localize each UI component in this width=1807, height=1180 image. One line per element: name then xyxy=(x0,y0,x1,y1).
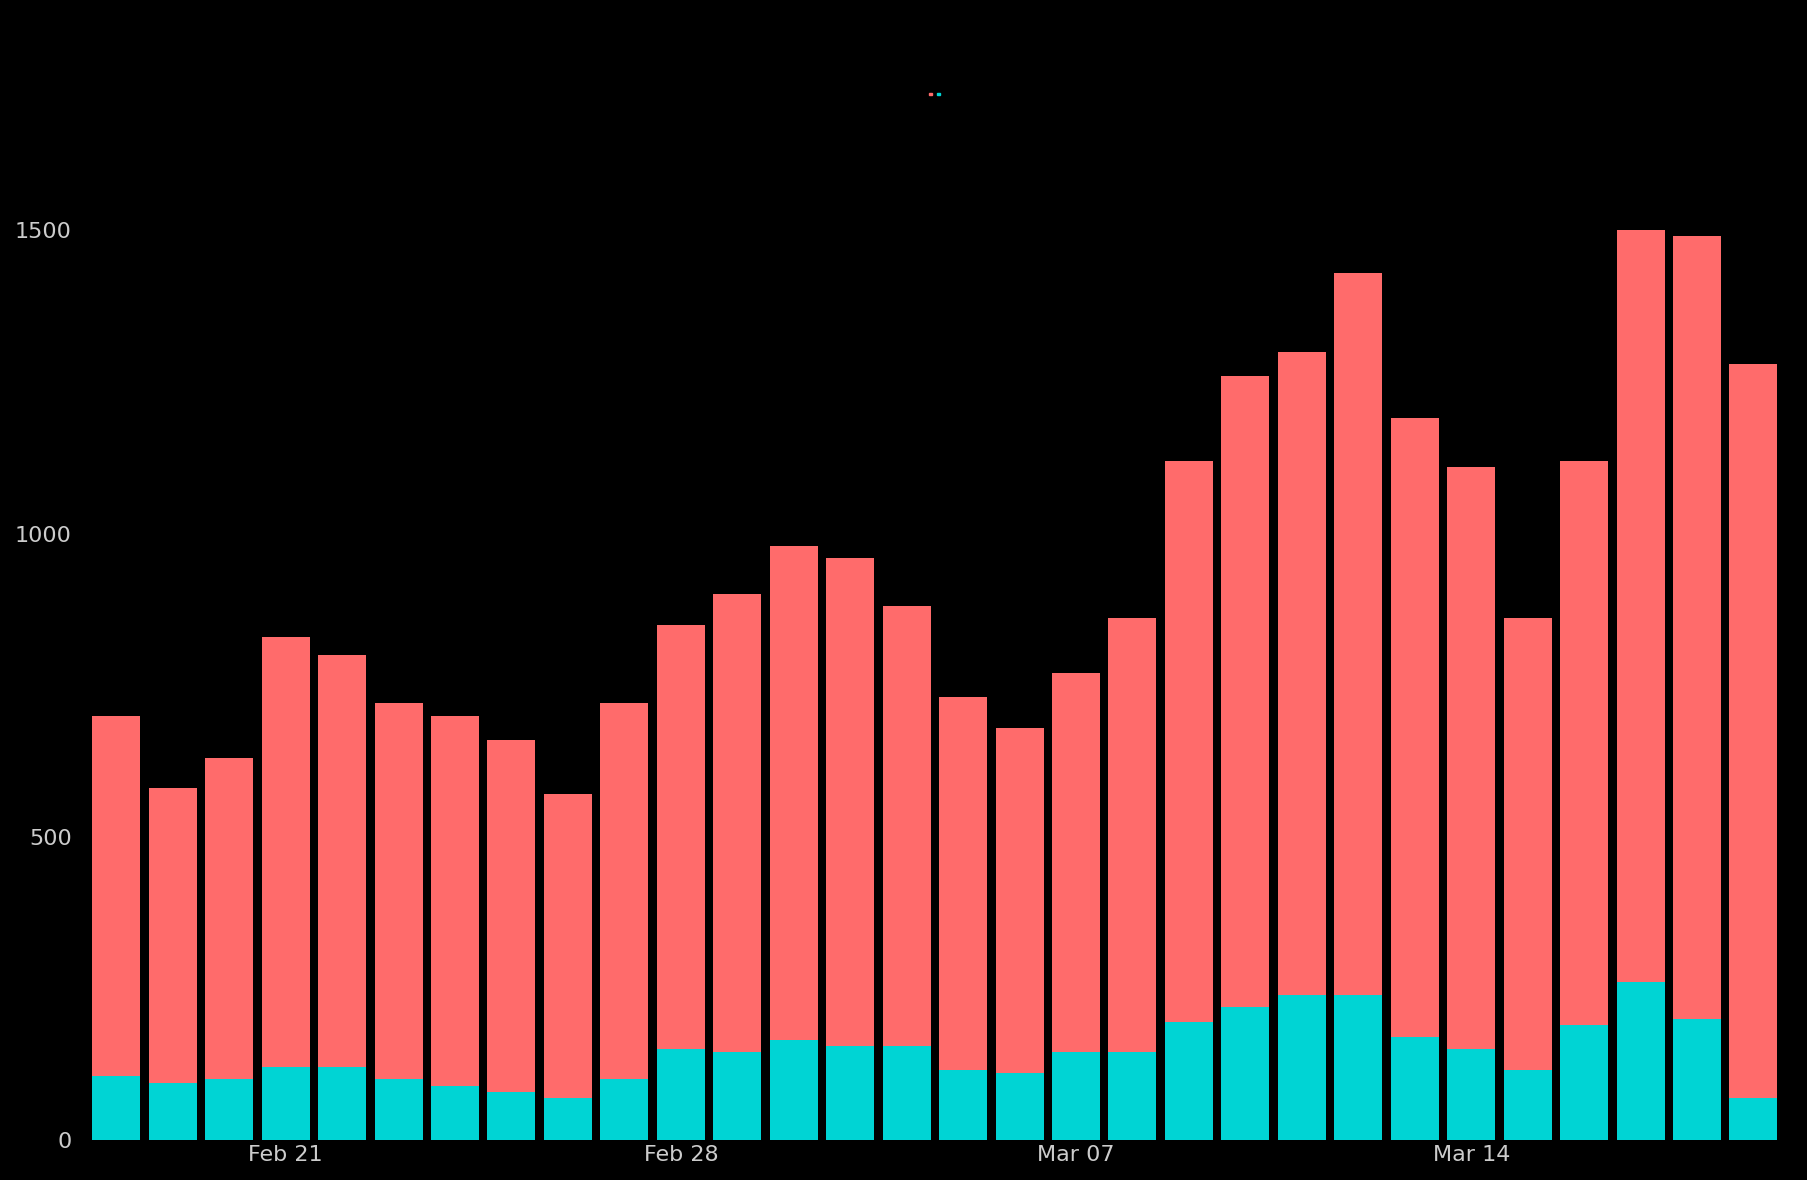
Bar xyxy=(1108,1053,1156,1140)
Bar xyxy=(1222,1007,1269,1140)
Bar xyxy=(1559,460,1606,1025)
Bar xyxy=(770,1040,817,1140)
Bar xyxy=(1278,995,1325,1140)
Bar xyxy=(374,703,423,1080)
Bar xyxy=(1278,352,1325,995)
Bar xyxy=(1446,1049,1494,1140)
Bar xyxy=(148,788,197,1082)
Bar xyxy=(1729,1097,1776,1140)
Bar xyxy=(1334,273,1382,995)
Bar xyxy=(430,715,479,1086)
Bar xyxy=(656,624,705,1049)
Bar xyxy=(1615,230,1664,983)
Bar xyxy=(92,715,141,1076)
Bar xyxy=(204,758,253,1080)
Bar xyxy=(826,1047,875,1140)
Bar xyxy=(714,1053,761,1140)
Bar xyxy=(1729,363,1776,1097)
Bar xyxy=(996,1074,1043,1140)
Bar xyxy=(656,1049,705,1140)
Bar xyxy=(882,607,931,1047)
Bar xyxy=(92,1076,141,1140)
Bar xyxy=(488,740,535,1092)
Bar xyxy=(1503,1070,1550,1140)
Bar xyxy=(488,1092,535,1140)
Bar xyxy=(882,1047,931,1140)
Bar xyxy=(262,1068,309,1140)
Bar xyxy=(1222,376,1269,1007)
Bar xyxy=(148,1082,197,1140)
Bar xyxy=(1671,236,1720,1018)
Bar xyxy=(1164,1022,1212,1140)
Bar xyxy=(938,697,987,1070)
Bar xyxy=(1052,673,1099,1053)
Bar xyxy=(262,637,309,1068)
Bar xyxy=(1390,418,1438,1037)
Bar xyxy=(1108,618,1156,1053)
Bar xyxy=(600,703,649,1080)
Bar xyxy=(374,1080,423,1140)
Bar xyxy=(1615,983,1664,1140)
Bar xyxy=(600,1080,649,1140)
Bar xyxy=(826,558,875,1047)
Bar xyxy=(1164,460,1212,1022)
Bar xyxy=(1334,995,1382,1140)
Bar xyxy=(1503,618,1550,1070)
Bar xyxy=(1446,467,1494,1049)
Bar xyxy=(938,1070,987,1140)
Bar xyxy=(996,728,1043,1074)
Bar xyxy=(1390,1037,1438,1140)
Bar xyxy=(770,545,817,1040)
Legend: , : , xyxy=(929,93,940,96)
Bar xyxy=(714,595,761,1053)
Bar xyxy=(430,1086,479,1140)
Bar xyxy=(1559,1025,1606,1140)
Bar xyxy=(1052,1053,1099,1140)
Bar xyxy=(1671,1018,1720,1140)
Bar xyxy=(318,1068,365,1140)
Bar xyxy=(204,1080,253,1140)
Bar xyxy=(544,794,591,1097)
Bar xyxy=(544,1097,591,1140)
Bar xyxy=(318,655,365,1068)
